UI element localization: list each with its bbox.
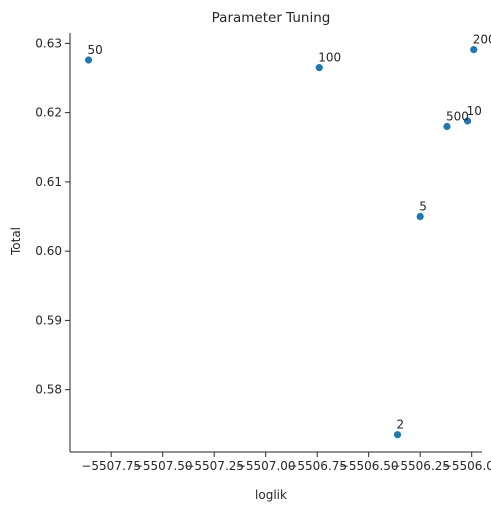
data-point-500: [443, 122, 451, 131]
y-ticks: 0.58 0.59 0.60 0.61 0.62 0.63: [35, 36, 70, 397]
x-tick-label: −5506.25: [390, 459, 450, 473]
y-tick-label: 0.58: [35, 383, 62, 397]
y-tick-label: 0.62: [35, 106, 62, 120]
y-tick-label: 0.61: [35, 175, 62, 189]
data-point-label-500: 500: [446, 109, 469, 123]
x-tick-label: −5506.75: [287, 459, 347, 473]
data-point-2: [393, 431, 402, 439]
x-tick-label: −5507.75: [81, 459, 141, 473]
y-tick-label: 0.63: [35, 36, 62, 50]
data-points: [84, 46, 478, 439]
x-axis-label: loglik: [255, 488, 287, 502]
data-point-label-200: 200: [473, 33, 491, 47]
data-point-5: [416, 212, 424, 221]
x-tick-label: −5507.50: [133, 459, 193, 473]
y-tick-label: 0.60: [35, 244, 62, 258]
data-point-50: [84, 56, 93, 64]
x-tick-label: −5506.00: [442, 459, 491, 473]
chart-title: Parameter Tuning: [212, 10, 331, 26]
data-point-label-10: 10: [467, 104, 482, 118]
data-point-100: [315, 64, 323, 72]
y-axis-label: Total: [9, 227, 23, 256]
data-point-200: [470, 46, 478, 54]
x-tick-label: −5507.25: [184, 459, 244, 473]
x-tick-label: −5506.50: [339, 459, 399, 473]
data-point-label-50: 50: [88, 43, 103, 57]
x-tick-label: −5507.00: [236, 459, 296, 473]
data-point-label-5: 5: [419, 200, 427, 214]
data-point-label-2: 2: [397, 418, 405, 432]
x-ticks: −5507.75−5507.50−5507.25−5507.00−5506.75…: [81, 452, 491, 473]
data-point-label-100: 100: [318, 51, 341, 65]
data-point-10: [463, 117, 472, 125]
y-tick-label: 0.59: [35, 313, 62, 327]
